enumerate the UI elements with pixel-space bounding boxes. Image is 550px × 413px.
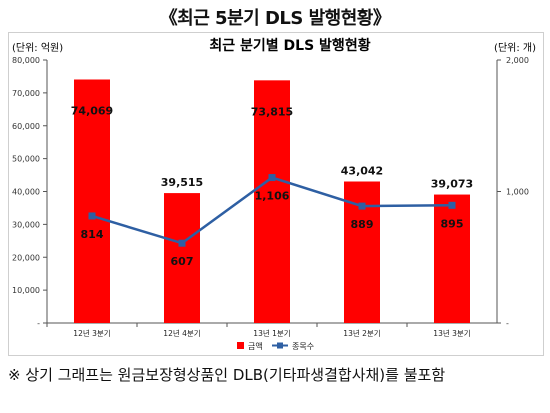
legend-swatch-bar	[237, 342, 244, 349]
left-tick-label: 50,000	[12, 155, 40, 164]
right-tick-label: -	[506, 319, 509, 328]
right-tick-label: 1,000	[506, 188, 529, 197]
bar-value-label: 74,069	[71, 104, 113, 117]
x-tick-label: 13년 1분기	[253, 328, 290, 338]
bar-value-label: 43,042	[341, 164, 383, 177]
bar	[74, 79, 110, 323]
line-value-label: 895	[441, 217, 464, 230]
bar	[164, 193, 200, 323]
x-tick-label: 12년 3분기	[73, 328, 110, 338]
line-point	[358, 202, 366, 210]
line-point	[268, 174, 276, 182]
line-value-label: 607	[171, 255, 194, 268]
left-tick-label: 10,000	[12, 286, 40, 295]
line-value-label: 814	[81, 228, 104, 241]
x-tick-label: 13년 3분기	[433, 328, 470, 338]
line-value-label: 1,106	[255, 190, 290, 203]
right-tick-label: 2,000	[506, 56, 529, 65]
chart-title: 최근 분기별 DLS 발행현황	[209, 37, 370, 54]
line-point	[448, 201, 456, 209]
x-tick-label: 13년 2분기	[343, 328, 380, 338]
page-title: 《최근 5분기 DLS 발행현황》	[159, 8, 391, 29]
right-axis-unit: (단위: 개)	[494, 41, 536, 54]
bar	[434, 194, 470, 323]
x-tick-label: 12년 4분기	[163, 328, 200, 338]
left-tick-label: 60,000	[12, 122, 40, 131]
legend-label: 금액	[248, 341, 263, 351]
left-axis-unit: (단위: 억원)	[12, 41, 63, 54]
line-point	[178, 239, 186, 247]
legend-label: 종목수	[292, 342, 314, 351]
left-tick-label: 20,000	[12, 253, 40, 262]
left-tick-label: -	[37, 319, 40, 328]
bar	[254, 80, 290, 323]
left-tick-label: 30,000	[12, 220, 40, 229]
legend-swatch-marker	[277, 342, 283, 349]
line-point	[88, 212, 96, 220]
left-tick-label: 70,000	[12, 89, 40, 98]
left-tick-label: 80,000	[12, 56, 40, 65]
left-tick-label: 40,000	[12, 188, 40, 197]
line-value-label: 889	[351, 218, 374, 231]
bar-value-label: 39,073	[431, 178, 473, 191]
footnote: ※ 상기 그래프는 원금보장형상품인 DLB(기타파생결합사채)를 불포함	[8, 366, 446, 384]
bar-value-label: 73,815	[251, 105, 293, 118]
bar-value-label: 39,515	[161, 176, 203, 189]
